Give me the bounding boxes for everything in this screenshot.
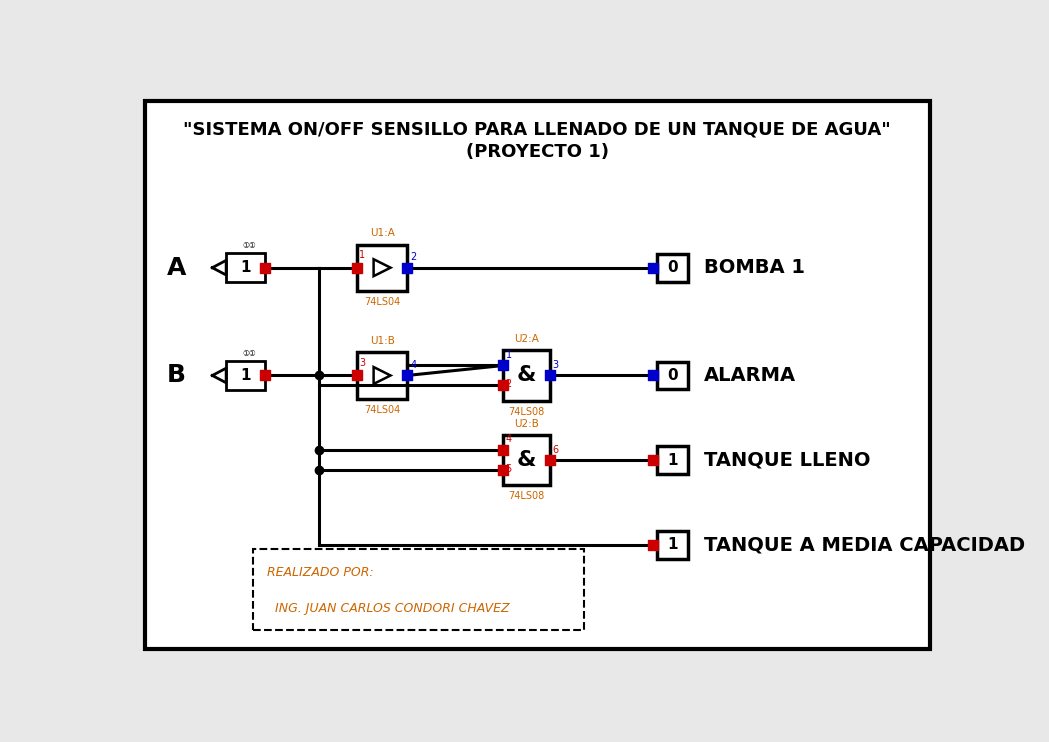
Text: 1: 1 <box>667 537 678 552</box>
Point <box>348 370 365 381</box>
FancyBboxPatch shape <box>357 245 407 291</box>
Point <box>495 360 512 372</box>
Text: 74LS04: 74LS04 <box>364 297 401 307</box>
Point <box>399 262 415 274</box>
FancyBboxPatch shape <box>227 253 264 282</box>
Text: U2:B: U2:B <box>514 419 539 429</box>
Text: B: B <box>167 364 186 387</box>
Point <box>495 444 512 456</box>
Point <box>645 539 662 551</box>
Text: 4: 4 <box>410 360 416 370</box>
Point <box>541 454 558 466</box>
FancyBboxPatch shape <box>504 435 550 485</box>
Text: 5: 5 <box>506 464 512 473</box>
Point <box>256 262 273 274</box>
Text: TANQUE LLENO: TANQUE LLENO <box>704 450 870 470</box>
Text: 74LS08: 74LS08 <box>509 491 544 502</box>
Text: U1:B: U1:B <box>369 336 394 347</box>
FancyBboxPatch shape <box>504 350 550 401</box>
Point <box>645 262 662 274</box>
Point <box>256 370 273 381</box>
Text: 0: 0 <box>667 368 678 383</box>
FancyBboxPatch shape <box>658 447 688 474</box>
Point <box>645 370 662 381</box>
Text: 1: 1 <box>240 368 251 383</box>
Text: 74LS04: 74LS04 <box>364 404 401 415</box>
Text: TANQUE A MEDIA CAPACIDAD: TANQUE A MEDIA CAPACIDAD <box>704 536 1025 554</box>
Point <box>399 370 415 381</box>
Text: U2:A: U2:A <box>514 335 539 344</box>
Point <box>645 454 662 466</box>
Text: 3: 3 <box>360 358 365 368</box>
Text: U1:A: U1:A <box>369 229 394 238</box>
Text: ①①: ①① <box>242 349 256 358</box>
Text: 1: 1 <box>240 260 251 275</box>
Text: ING. JUAN CARLOS CONDORI CHAVEZ: ING. JUAN CARLOS CONDORI CHAVEZ <box>275 602 509 614</box>
Text: &: & <box>517 366 536 386</box>
Point <box>541 370 558 381</box>
Text: A: A <box>167 256 186 280</box>
Text: 2: 2 <box>410 252 416 262</box>
FancyBboxPatch shape <box>227 361 264 390</box>
FancyBboxPatch shape <box>658 531 688 559</box>
Text: 1: 1 <box>667 453 678 467</box>
FancyBboxPatch shape <box>146 101 929 649</box>
Text: ALARMA: ALARMA <box>704 366 796 385</box>
Point <box>495 464 512 476</box>
Text: (PROYECTO 1): (PROYECTO 1) <box>466 143 608 161</box>
FancyBboxPatch shape <box>253 549 584 629</box>
Point <box>495 380 512 392</box>
Text: 0: 0 <box>667 260 678 275</box>
Text: 74LS08: 74LS08 <box>509 407 544 417</box>
FancyBboxPatch shape <box>658 361 688 390</box>
Point <box>348 262 365 274</box>
FancyBboxPatch shape <box>658 254 688 281</box>
Text: BOMBA 1: BOMBA 1 <box>704 258 805 278</box>
Text: 1: 1 <box>506 349 512 360</box>
Text: REALIZADO POR:: REALIZADO POR: <box>266 565 373 579</box>
FancyBboxPatch shape <box>357 352 407 398</box>
Text: ①①: ①① <box>242 241 256 250</box>
Text: 2: 2 <box>506 379 512 389</box>
Text: 1: 1 <box>360 250 365 260</box>
Text: &: & <box>517 450 536 470</box>
Text: 3: 3 <box>553 361 559 370</box>
Text: 4: 4 <box>506 434 512 444</box>
Text: 6: 6 <box>553 445 559 455</box>
Text: "SISTEMA ON/OFF SENSILLO PARA LLENADO DE UN TANQUE DE AGUA": "SISTEMA ON/OFF SENSILLO PARA LLENADO DE… <box>184 120 891 138</box>
